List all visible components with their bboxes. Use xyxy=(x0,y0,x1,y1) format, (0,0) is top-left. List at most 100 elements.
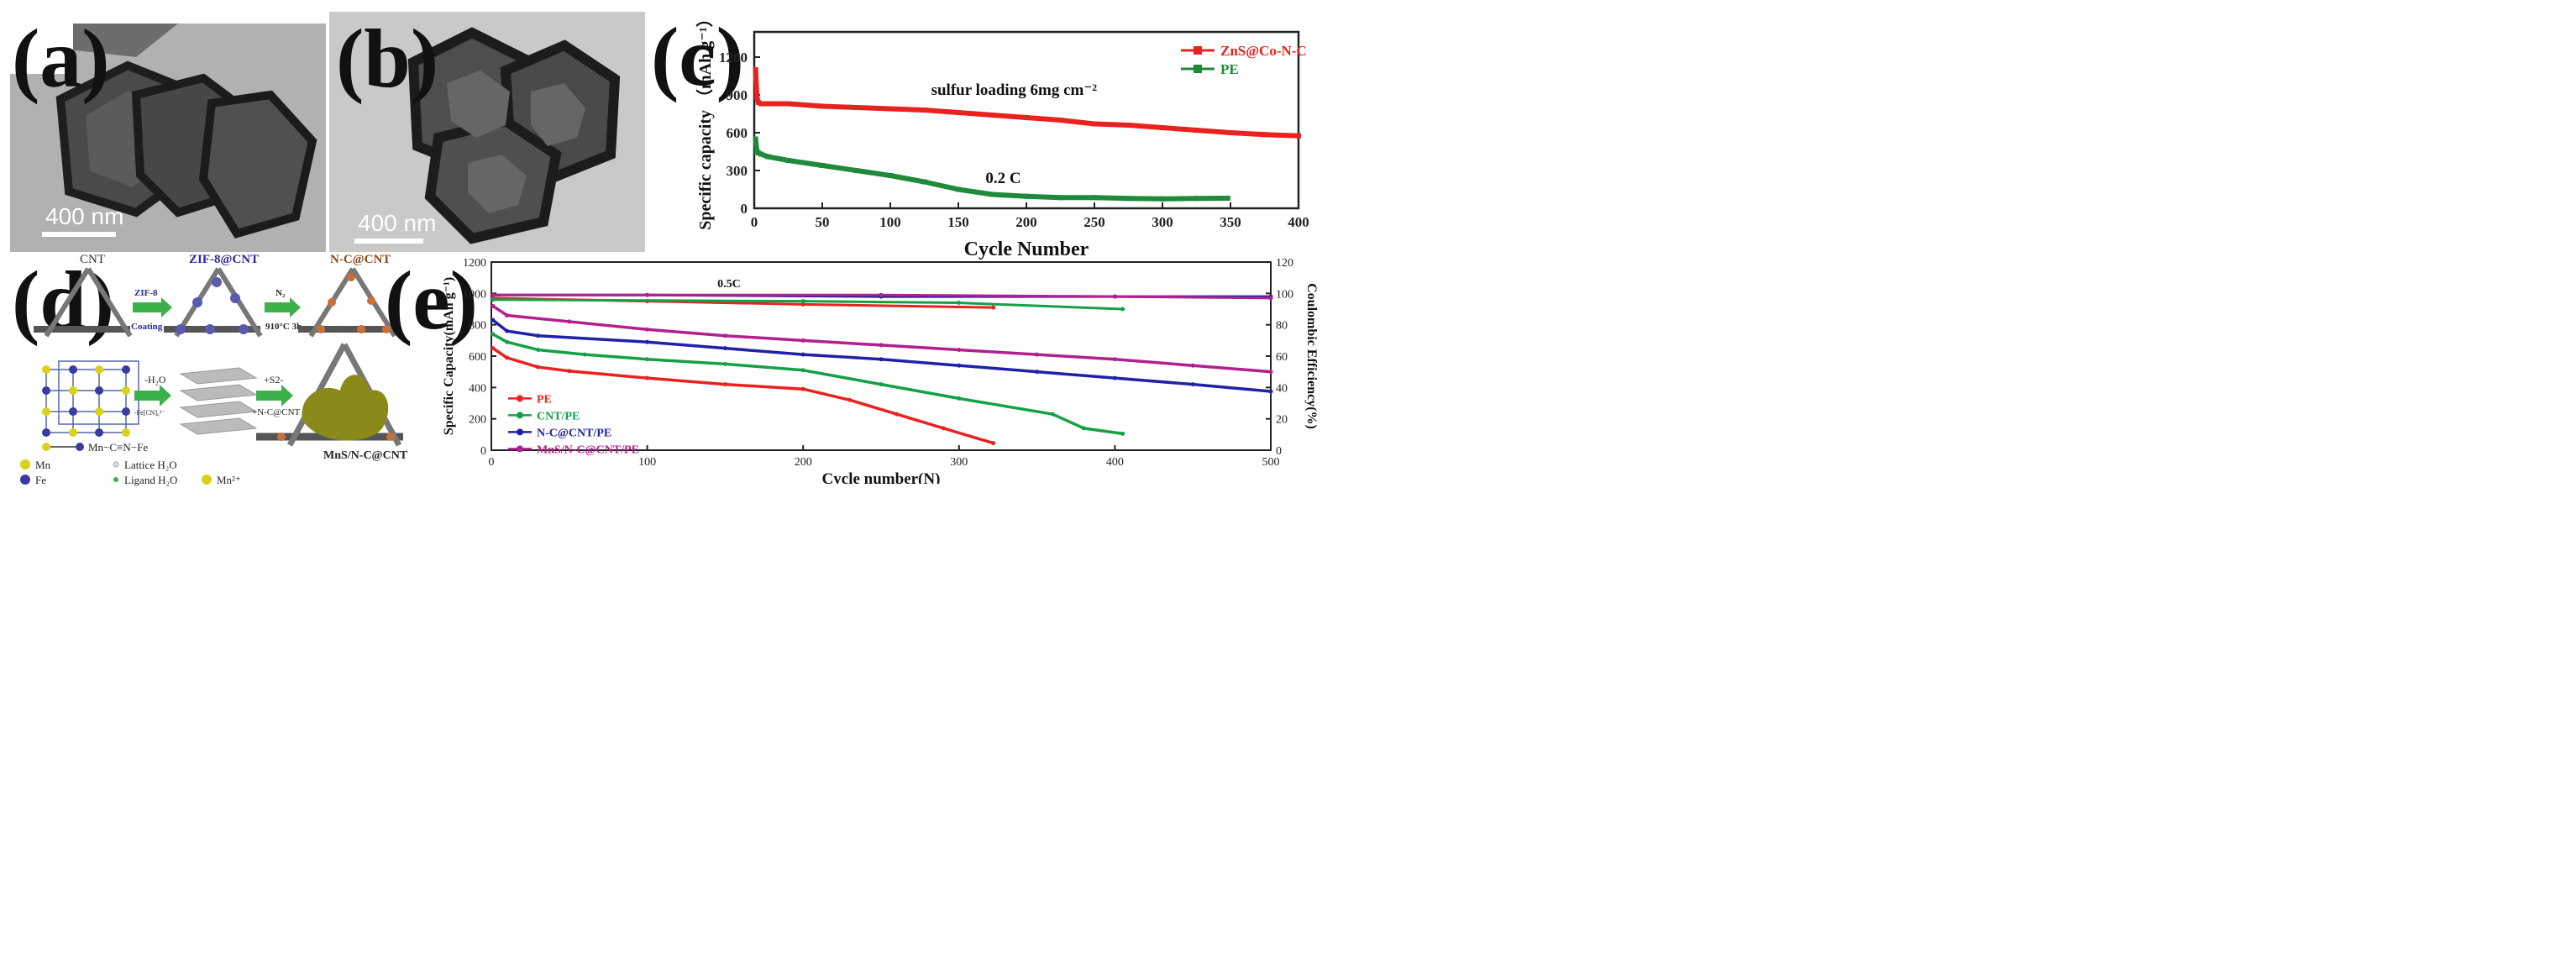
y-axis-label-c: Specific capacity （mAh g⁻¹） xyxy=(695,17,715,230)
y-tick-label-c: 300 xyxy=(727,163,748,179)
data-point-c-1 xyxy=(1125,196,1131,202)
capacity-point-e-3 xyxy=(957,348,962,353)
y-tick-label-e: 600 xyxy=(469,351,486,364)
data-point-c-1 xyxy=(755,150,761,155)
x-tick-label-c: 200 xyxy=(1015,214,1037,230)
ce-point-e-3 xyxy=(645,292,650,297)
capacity-point-e-1 xyxy=(957,396,962,401)
data-point-c-1 xyxy=(1057,195,1063,201)
capacity-point-e-0 xyxy=(536,365,541,370)
arrow-sulfidation: +S2- +N-C@CNT xyxy=(252,374,301,417)
capacity-line-e-1 xyxy=(492,333,1123,436)
y2-axis-label-e: Coulombic Efficiency(%) xyxy=(1304,283,1319,429)
capacity-point-e-3 xyxy=(1035,352,1040,357)
capacity-point-e-0 xyxy=(505,355,510,360)
ce-point-e-3 xyxy=(879,292,884,297)
capacity-point-e-3 xyxy=(645,327,650,332)
capacity-point-e-3 xyxy=(505,312,510,317)
mns-nc-cnt-product xyxy=(256,343,403,447)
data-point-c-1 xyxy=(820,163,825,168)
ce-point-e-1 xyxy=(491,297,496,302)
y-tick-label-e: 0 xyxy=(480,445,486,458)
data-point-c-1 xyxy=(956,186,961,192)
data-point-c-1 xyxy=(785,158,791,163)
data-point-c-0 xyxy=(1024,115,1029,120)
species-legend: Mn Lattice H₂O Fe Ligand H₂O Mn²⁺ xyxy=(20,459,241,486)
panel-label-a: (a) xyxy=(12,12,110,105)
capacity-point-e-3 xyxy=(800,338,805,343)
x-tick-label-e: 500 xyxy=(1262,456,1280,469)
data-point-c-0 xyxy=(820,103,825,109)
data-point-c-0 xyxy=(1125,123,1131,128)
legend-label-e-0: PE xyxy=(537,393,552,406)
annotation-sulfur-loading: sulfur loading 6mg cm⁻² xyxy=(931,81,1098,99)
x-tick-label-e: 100 xyxy=(638,456,656,469)
data-point-c-0 xyxy=(1092,121,1097,127)
ce-point-e-1 xyxy=(957,301,962,306)
legend-marker-e-1 xyxy=(517,412,523,419)
product-label: MnS/N-C@CNT xyxy=(323,449,408,462)
scale-bar-a xyxy=(42,232,116,237)
y-tick-label-e: 800 xyxy=(469,320,486,333)
annotation-rate-c: 0.2 C xyxy=(985,170,1020,187)
legend-marker-e-0 xyxy=(517,395,523,402)
svg-text:-H₂O: -H₂O xyxy=(144,374,166,386)
data-point-c-0 xyxy=(888,106,893,112)
y2-tick-label-e: 0 xyxy=(1276,445,1282,458)
svg-text:Fe: Fe xyxy=(35,474,46,486)
capacity-point-e-1 xyxy=(1120,431,1125,436)
data-point-c-0 xyxy=(785,101,791,107)
x-tick-label-c: 400 xyxy=(1288,214,1309,230)
tem-image-a: 400 nm xyxy=(10,24,326,252)
data-point-c-1 xyxy=(758,151,764,157)
data-point-c-0 xyxy=(755,100,761,105)
svg-text:Mn−C≡N−Fe: Mn−C≡N−Fe xyxy=(88,441,148,454)
data-point-c-1 xyxy=(765,154,771,160)
capacity-point-e-1 xyxy=(1081,426,1086,431)
capacity-point-e-2 xyxy=(1035,370,1040,375)
capacity-point-e-3 xyxy=(1112,357,1117,362)
ce-point-e-3 xyxy=(1268,296,1273,301)
label-cnt: CNT xyxy=(80,253,105,266)
data-point-c-0 xyxy=(1057,118,1063,123)
label-zif8-cnt: ZIF-8@CNT xyxy=(189,253,259,266)
data-point-c-0 xyxy=(765,101,771,107)
capacity-point-e-0 xyxy=(491,346,496,351)
layered-sheets xyxy=(179,367,258,435)
capacity-point-e-1 xyxy=(645,357,650,362)
y-tick-label-e: 1000 xyxy=(463,288,486,301)
svg-text:Coating: Coating xyxy=(131,322,163,332)
y2-tick-label-e: 120 xyxy=(1276,257,1293,270)
data-point-c-0 xyxy=(989,113,995,118)
legend-label-c-0: ZnS@Co-N-C xyxy=(1220,43,1307,59)
chart-e: 0 100 200 300 400 500020040060080010001200020… xyxy=(442,257,1319,484)
svg-text:910°C 3h: 910°C 3h xyxy=(265,322,302,332)
data-point-c-0 xyxy=(921,108,927,113)
data-point-c-1 xyxy=(888,173,893,178)
capacity-point-e-0 xyxy=(991,441,996,446)
x-tick-label-c: 150 xyxy=(947,214,969,230)
capacity-point-e-1 xyxy=(582,352,587,357)
capacity-point-e-2 xyxy=(536,333,541,338)
x-axis-label-e: Cycle number(N) xyxy=(822,470,941,484)
y2-tick-label-e: 20 xyxy=(1276,414,1288,427)
svg-text:Mn: Mn xyxy=(35,459,51,471)
capacity-point-e-2 xyxy=(645,339,650,344)
y2-tick-label-e: 40 xyxy=(1276,382,1288,395)
svg-text:+N-C@CNT: +N-C@CNT xyxy=(252,407,301,417)
capacity-point-e-3 xyxy=(1190,363,1195,368)
x-tick-label-c: 300 xyxy=(1152,214,1173,230)
zif8-triangle xyxy=(164,267,263,338)
capacity-point-e-0 xyxy=(567,369,572,374)
data-point-c-0 xyxy=(1262,132,1267,138)
x-tick-label-c: 250 xyxy=(1083,214,1105,230)
data-point-c-0 xyxy=(754,95,760,100)
capacity-point-e-2 xyxy=(1112,375,1117,380)
ce-point-e-0 xyxy=(800,302,805,307)
data-point-c-1 xyxy=(1225,196,1230,201)
arrow-n2-anneal: N₂ 910°C 3h xyxy=(265,288,302,332)
ce-point-e-3 xyxy=(491,292,496,297)
panel-label-c: (c) xyxy=(651,10,744,103)
legend-marker-e-2 xyxy=(517,428,523,436)
